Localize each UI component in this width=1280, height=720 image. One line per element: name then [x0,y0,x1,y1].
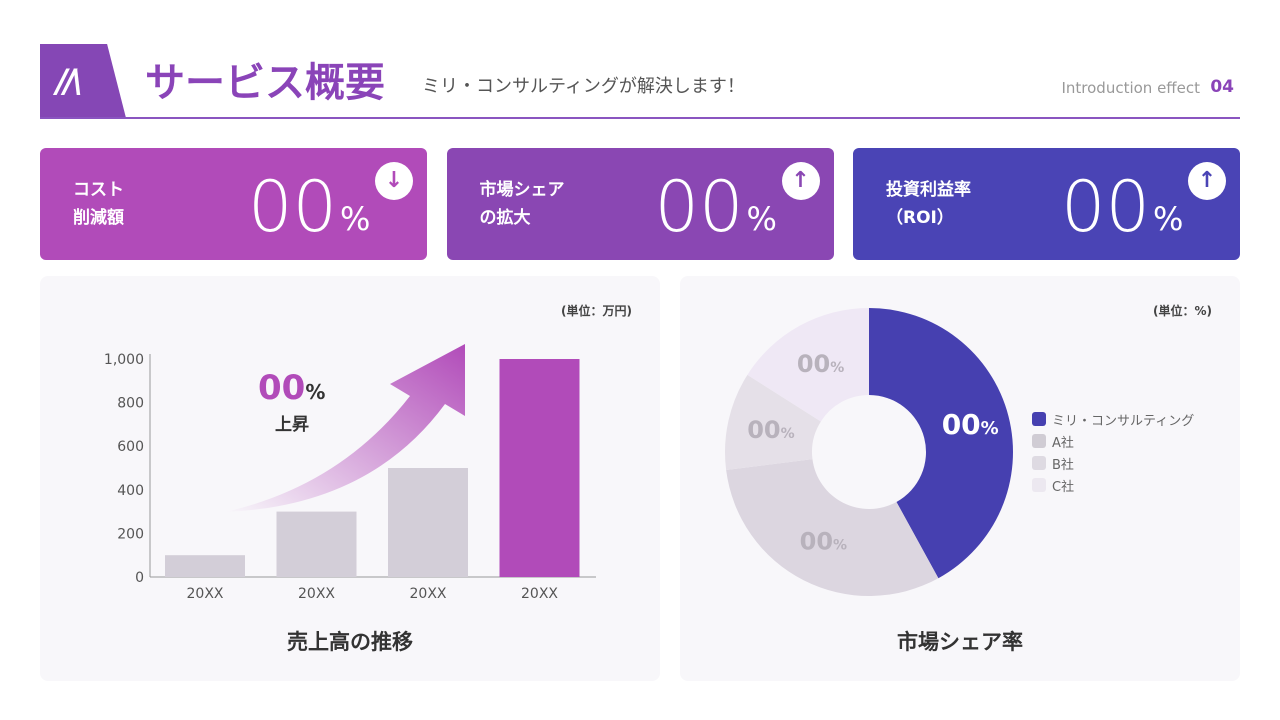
x-tick-label: 20XX [410,586,447,602]
sales-title: 売上高の推移 [287,630,413,654]
pie-slice [726,459,939,596]
kpi-value: 00 [654,166,744,248]
share-panel: (単位：%) 00% 00% 00% 00% ミリ・コンサルティング A社 B社 C社 市場… [680,276,1240,681]
kpi-unit: % [1153,200,1184,238]
y-tick-label: 400 [117,483,144,499]
page-subtitle: ミリ・コンサルティングが解決します！ [422,76,745,97]
share-legend: ミリ・コンサルティング A社 B社 C社 [1032,408,1194,496]
bar [388,468,468,577]
legend-item: A社 [1032,430,1194,452]
kpi-card: コスト 削減額 00 % ↓ [40,148,427,260]
kpi-value: 00 [248,166,338,248]
legend-item: ミリ・コンサルティング [1032,408,1194,430]
share-donut-chart: 00% 00% 00% 00% [725,308,1014,596]
sales-panel: (単位：万円) 0 200 400 600 800 1,000 20XX 20XX 20XX 20… [40,276,660,681]
logo-mark: //\ [56,62,83,100]
arrow-up-icon: ↑ [781,162,820,200]
kpi-label: コスト 削減額 [73,180,124,228]
section-label: Introduction effect [1061,79,1200,97]
y-tick-label: 1,000 [104,352,144,368]
slice-label: 00% [747,416,794,444]
share-title: 市場シェア率 [897,630,1023,654]
kpi-label: 投資利益率 （ROI） [886,180,971,228]
legend-swatch [1032,412,1046,426]
pie-slice [747,308,869,422]
x-tick-label: 20XX [298,586,335,602]
kpi-card: 市場シェア の拡大 00 % ↑ [446,148,834,260]
legend-swatch [1032,456,1046,470]
legend-label: C社 [1052,479,1075,495]
y-tick-label: 800 [117,396,144,412]
pie-slice [725,374,821,471]
kpi-label: 市場シェア の拡大 [479,180,565,228]
x-tick-label: 20XX [187,586,224,602]
growth-label: 上昇 [275,415,309,435]
slice-label: 00% [797,350,844,378]
slice-label: 00% [942,408,999,441]
arrow-up-icon: ↑ [1188,162,1226,200]
arrow-down-icon: ↓ [375,162,413,200]
growth-value: 00% [258,368,326,408]
growth-arrow-icon [225,344,465,512]
bar [165,555,245,577]
y-tick-label: 200 [117,526,144,542]
legend-label: B社 [1052,457,1074,473]
legend-swatch [1032,434,1046,448]
share-unit: (単位：%) [1153,304,1212,318]
y-tick-label: 0 [135,570,144,586]
header-divider [40,117,1240,119]
legend-label: A社 [1052,435,1074,451]
legend-item: B社 [1032,452,1194,474]
legend-swatch [1032,478,1046,492]
y-tick-label: 600 [117,439,144,455]
logo: //\ [40,44,126,118]
kpi-value: 00 [1061,166,1151,248]
sales-unit: (単位：万円) [561,304,632,318]
kpi-card: 投資利益率 （ROI） 00 % ↑ [853,148,1240,260]
slice-label: 00% [800,528,847,556]
kpi-unit: % [340,200,371,238]
x-tick-label: 20XX [521,586,558,602]
legend-item: C社 [1032,474,1194,496]
bar [499,359,580,577]
legend-label: ミリ・コンサルティング [1052,413,1195,429]
pie-slice [869,308,1014,579]
kpi-unit: % [746,200,777,238]
page-title: サービス概要 [145,60,385,106]
sales-bar-chart: 0 200 400 600 800 1,000 20XX 20XX 20XX 20XX [104,344,596,602]
page-number: 04 [1210,77,1234,97]
bar [276,511,357,577]
